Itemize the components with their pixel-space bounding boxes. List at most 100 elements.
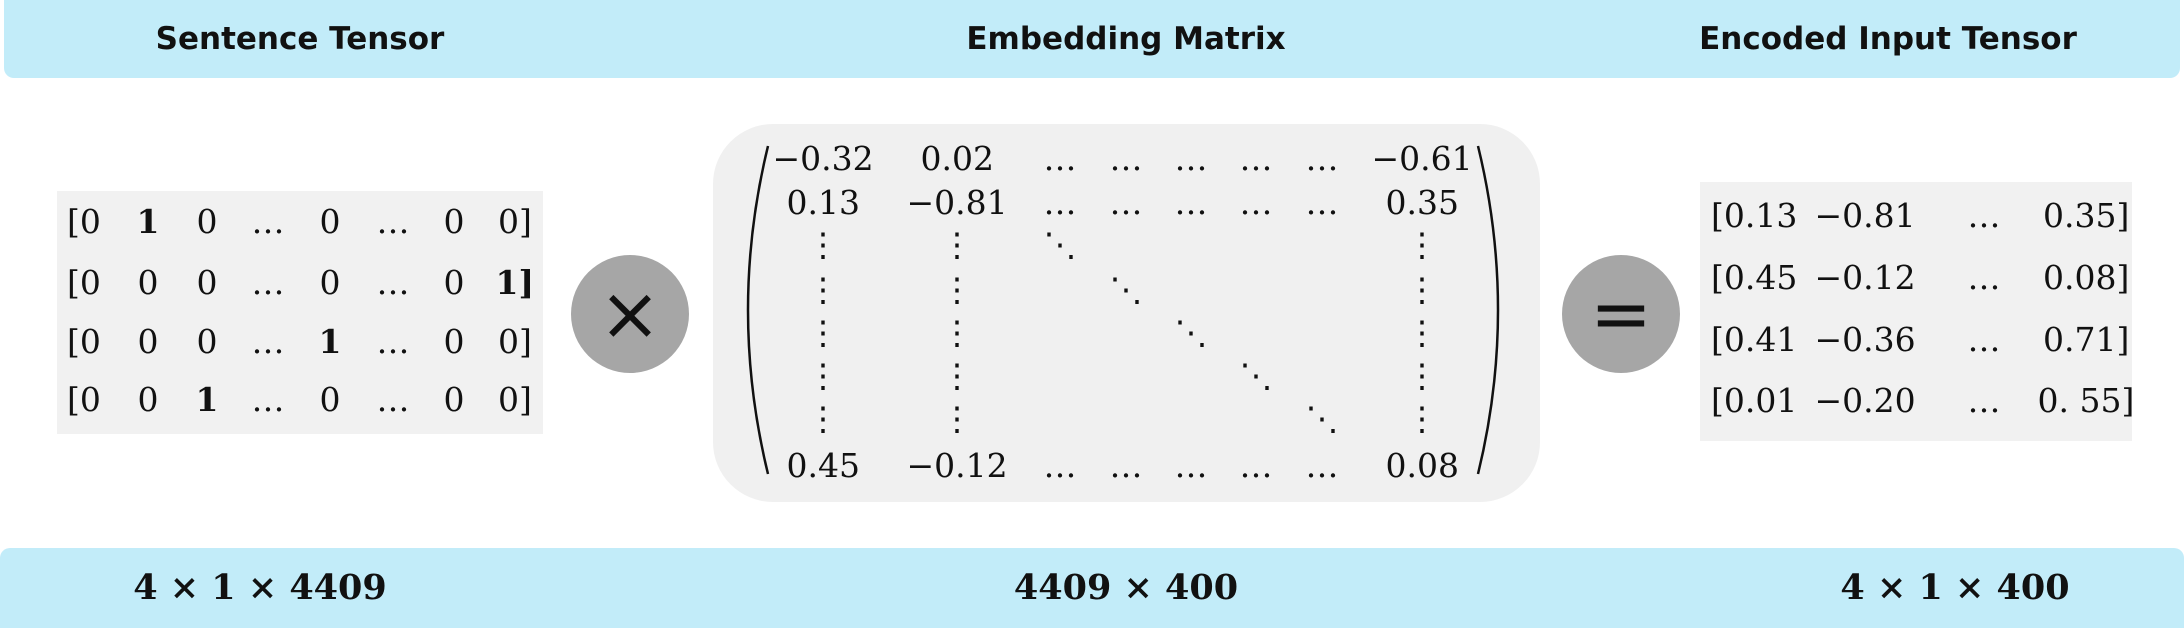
embedding-matrix-panel [713, 124, 1540, 502]
matrix-vdots: ⋮ [806, 399, 840, 438]
matrix-cell: … [1174, 446, 1208, 485]
sentence-tensor-title: Sentence Tensor [155, 21, 445, 57]
sentence-cell: 0] [498, 202, 532, 241]
matrix-ddots: ⋱ [1109, 270, 1143, 309]
matrix-vdots: ⋮ [940, 225, 974, 264]
equals-operator: = [1562, 255, 1680, 373]
matrix-vdots: ⋮ [1405, 313, 1439, 352]
embedding-matrix-title: Embedding Matrix [966, 21, 1286, 57]
sentence-tensor-shape: 4 × 1 × 4409 [133, 567, 387, 608]
matrix-cell: … [1239, 183, 1273, 222]
encoded-cell: … [1967, 196, 2001, 235]
sentence-cell: 0 [319, 202, 341, 241]
sentence-cell: 0 [196, 202, 218, 241]
sentence-cell: 0 [443, 263, 465, 302]
matrix-cell: … [1043, 139, 1077, 178]
equals-icon: = [1589, 271, 1652, 357]
matrix-cell: −0.61 [1371, 139, 1473, 178]
sentence-cell: 0 [196, 322, 218, 361]
matrix-cell: −0.32 [772, 139, 874, 178]
matrix-cell: … [1305, 446, 1339, 485]
matrix-cell: … [1305, 183, 1339, 222]
encoded-cell: … [1967, 258, 2001, 297]
matrix-ddots: ⋱ [1239, 356, 1273, 395]
matrix-cell: 0.13 [786, 183, 860, 222]
matrix-cell: … [1043, 183, 1077, 222]
sentence-cell: … [251, 263, 285, 302]
matrix-vdots: ⋮ [940, 399, 974, 438]
sentence-cell: [0 [67, 380, 101, 419]
matrix-cell: … [1109, 139, 1143, 178]
matrix-cell: 0.35 [1385, 183, 1459, 222]
matrix-cell: … [1043, 446, 1077, 485]
matrix-cell: −0.81 [906, 183, 1008, 222]
encoded-cell: 0.71] [2043, 320, 2130, 359]
sentence-cell: … [251, 322, 285, 361]
sentence-cell: … [376, 380, 410, 419]
sentence-cell: 1 [136, 202, 160, 241]
matrix-cell: … [1109, 446, 1143, 485]
embedding-matrix-shape: 4409 × 400 [1013, 567, 1239, 608]
encoded-cell: 0. 55] [2037, 381, 2135, 420]
matrix-vdots: ⋮ [806, 356, 840, 395]
sentence-cell: … [376, 322, 410, 361]
sentence-cell: 0 [443, 202, 465, 241]
matrix-vdots: ⋮ [806, 225, 840, 264]
sentence-cell: [0 [67, 263, 101, 302]
matrix-vdots: ⋮ [1405, 399, 1439, 438]
sentence-cell: 0] [498, 322, 532, 361]
encoded-cell: [0.41 [1711, 320, 1798, 359]
matrix-vdots: ⋮ [806, 270, 840, 309]
sentence-cell: 0 [137, 380, 159, 419]
matrix-vdots: ⋮ [940, 356, 974, 395]
sentence-cell: … [251, 380, 285, 419]
encoded-cell: [0.13 [1711, 196, 1798, 235]
sentence-cell: 0 [443, 322, 465, 361]
sentence-cell: 1] [495, 263, 535, 302]
encoded-cell: [0.45 [1711, 258, 1798, 297]
multiply-icon: × [598, 271, 661, 357]
encoded-cell: −0.36 [1814, 320, 1916, 359]
dimension-band [0, 548, 2184, 628]
matrix-cell: … [1239, 446, 1273, 485]
sentence-cell: [0 [67, 202, 101, 241]
matrix-vdots: ⋮ [1405, 225, 1439, 264]
matrix-ddots: ⋱ [1043, 225, 1077, 264]
multiply-operator: × [571, 255, 689, 373]
sentence-cell: [0 [67, 322, 101, 361]
matrix-cell: … [1109, 183, 1143, 222]
matrix-cell: … [1305, 139, 1339, 178]
matrix-cell: 0.45 [786, 446, 860, 485]
sentence-cell: 0 [137, 263, 159, 302]
sentence-tensor-panel [57, 191, 543, 434]
matrix-vdots: ⋮ [940, 313, 974, 352]
matrix-vdots: ⋮ [940, 270, 974, 309]
matrix-ddots: ⋱ [1305, 399, 1339, 438]
sentence-cell: 1 [318, 322, 342, 361]
encoded-cell: … [1967, 320, 2001, 359]
encoded-cell: −0.20 [1814, 381, 1916, 420]
sentence-cell: 0 [196, 263, 218, 302]
encoded-cell: 0.08] [2043, 258, 2130, 297]
encoded-cell: … [1967, 381, 2001, 420]
sentence-cell: … [376, 263, 410, 302]
matrix-vdots: ⋮ [1405, 356, 1439, 395]
encoded-cell: −0.81 [1814, 196, 1916, 235]
matrix-cell: 0.02 [920, 139, 994, 178]
matrix-vdots: ⋮ [806, 313, 840, 352]
sentence-cell: 0] [498, 380, 532, 419]
sentence-cell: 0 [319, 380, 341, 419]
matrix-cell: … [1174, 183, 1208, 222]
sentence-cell: … [251, 202, 285, 241]
header-band [4, 0, 2180, 78]
matrix-cell: 0.08 [1385, 446, 1459, 485]
matrix-ddots: ⋱ [1174, 313, 1208, 352]
matrix-cell: … [1174, 139, 1208, 178]
sentence-cell: … [376, 202, 410, 241]
encoded-tensor-title: Encoded Input Tensor [1699, 21, 2077, 57]
encoded-cell: [0.01 [1711, 381, 1798, 420]
encoded-cell: 0.35] [2043, 196, 2130, 235]
encoded-cell: −0.12 [1814, 258, 1916, 297]
matrix-vdots: ⋮ [1405, 270, 1439, 309]
encoded-tensor-panel [1700, 182, 2132, 441]
